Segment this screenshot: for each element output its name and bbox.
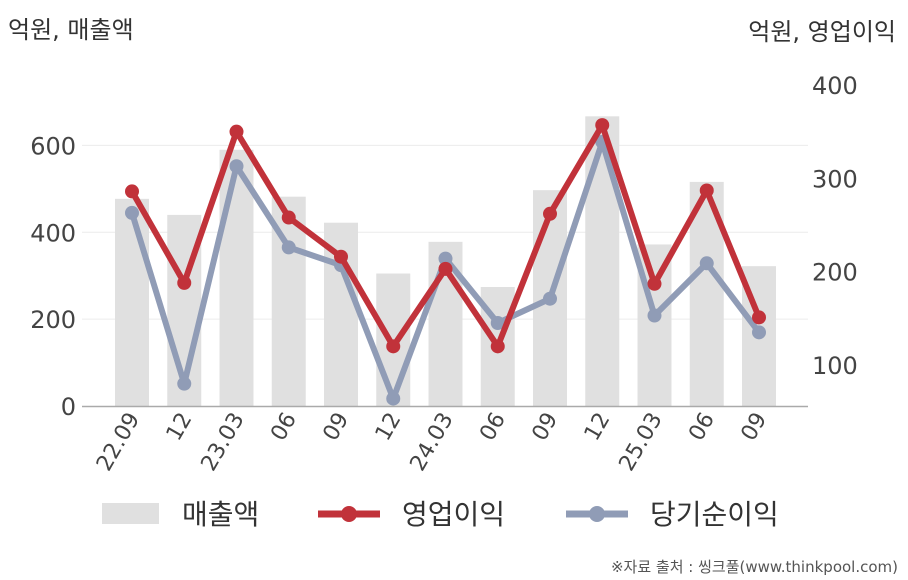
point-operating-profit bbox=[595, 118, 610, 133]
left-tick-label: 0 bbox=[61, 393, 76, 421]
point-net-income bbox=[543, 291, 557, 306]
point-net-income bbox=[438, 251, 453, 266]
legend: 매출액 영업이익 당기순이익 bbox=[102, 498, 779, 531]
left-axis-title: 억원, 매출액 bbox=[8, 16, 134, 44]
point-operating-profit bbox=[438, 261, 453, 276]
right-axis-title: 억원, 영업이익 bbox=[748, 18, 896, 46]
x-tick-label: 12 bbox=[162, 409, 198, 446]
point-operating-profit bbox=[490, 339, 505, 354]
x-tick-label: 06 bbox=[475, 409, 511, 446]
point-net-income bbox=[125, 205, 139, 220]
left-axis-ticks: 0 200 400 600 bbox=[30, 132, 76, 421]
x-tick-label: 09 bbox=[319, 409, 355, 446]
point-operating-profit bbox=[543, 206, 557, 221]
point-operating-profit bbox=[177, 275, 192, 290]
right-tick-label: 300 bbox=[812, 165, 858, 193]
legend-label-operating-profit: 영업이익 bbox=[402, 498, 505, 531]
point-operating-profit bbox=[281, 210, 296, 225]
x-tick-label: 09 bbox=[737, 409, 773, 446]
x-tick-label: 09 bbox=[528, 409, 564, 446]
x-tick-label: 22.09 bbox=[92, 409, 145, 476]
x-tick-label: 06 bbox=[684, 409, 720, 446]
x-tick-label: 12 bbox=[580, 409, 616, 446]
point-net-income bbox=[229, 159, 244, 174]
right-tick-label: 400 bbox=[812, 72, 858, 100]
bar-revenue bbox=[115, 198, 149, 406]
point-net-income bbox=[699, 256, 714, 271]
source-note: ※자료 출처 : 씽크풀(www.thinkpool.com) bbox=[611, 558, 898, 576]
point-operating-profit bbox=[334, 249, 348, 264]
point-operating-profit bbox=[386, 339, 401, 354]
legend-label-net-income: 당기순이익 bbox=[650, 498, 779, 531]
point-operating-profit bbox=[752, 310, 766, 325]
x-tick-label: 23.03 bbox=[197, 409, 250, 476]
legend-label-revenue: 매출액 bbox=[182, 498, 259, 531]
legend-marker-operating-profit bbox=[341, 506, 357, 522]
bars-revenue bbox=[115, 116, 776, 407]
x-tick-label: 06 bbox=[266, 409, 302, 446]
point-net-income bbox=[490, 316, 505, 330]
legend-swatch-revenue bbox=[102, 503, 159, 524]
left-tick-label: 600 bbox=[30, 132, 76, 160]
left-tick-label: 200 bbox=[30, 306, 76, 334]
right-tick-label: 200 bbox=[812, 259, 858, 287]
right-axis-ticks: 100 200 300 400 bbox=[812, 72, 858, 380]
right-tick-label: 100 bbox=[812, 352, 858, 380]
point-net-income bbox=[386, 391, 401, 406]
legend-marker-net-income bbox=[589, 506, 605, 522]
x-axis-ticks: 22.09 12 23.03 06 09 12 24.03 06 09 12 25.03 06 09 bbox=[92, 409, 772, 476]
point-net-income bbox=[177, 376, 192, 391]
point-operating-profit bbox=[229, 124, 244, 139]
point-operating-profit bbox=[125, 184, 139, 199]
left-tick-label: 400 bbox=[30, 219, 76, 247]
point-net-income bbox=[281, 240, 296, 255]
point-operating-profit bbox=[699, 183, 714, 198]
point-net-income bbox=[647, 308, 662, 323]
x-tick-label: 25.03 bbox=[615, 409, 668, 476]
x-tick-label: 12 bbox=[371, 409, 407, 446]
line-series bbox=[125, 118, 766, 406]
point-operating-profit bbox=[647, 276, 662, 291]
point-net-income bbox=[752, 325, 766, 340]
x-tick-label: 24.03 bbox=[406, 409, 459, 476]
bar-revenue bbox=[219, 149, 254, 406]
